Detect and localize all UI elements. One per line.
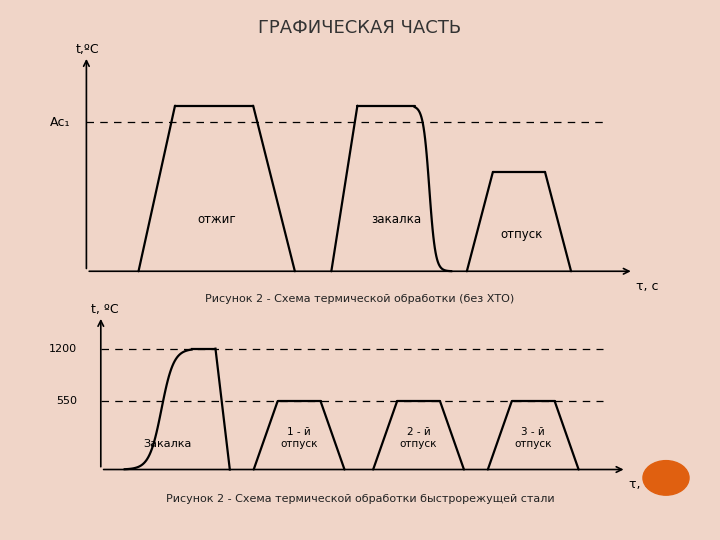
Text: ГРАФИЧЕСКАЯ ЧАСТЬ: ГРАФИЧЕСКАЯ ЧАСТЬ xyxy=(258,19,462,37)
Text: отжиг: отжиг xyxy=(197,213,236,226)
Text: закалка: закалка xyxy=(372,213,421,226)
Text: t, ºC: t, ºC xyxy=(91,303,119,316)
Text: τ, с: τ, с xyxy=(629,478,652,491)
Text: Рисунок 2 - Схема термической обработки (без ХТО): Рисунок 2 - Схема термической обработки … xyxy=(205,294,515,305)
Text: 2 - й
отпуск: 2 - й отпуск xyxy=(400,428,437,449)
Text: Закалка: Закалка xyxy=(143,439,192,449)
Text: τ, с: τ, с xyxy=(636,280,659,293)
Text: 3 - й
отпуск: 3 - й отпуск xyxy=(515,428,552,449)
Text: 1200: 1200 xyxy=(49,344,77,354)
Text: 550: 550 xyxy=(56,396,77,406)
Text: t,ºC: t,ºC xyxy=(76,43,99,56)
Text: отпуск: отпуск xyxy=(500,227,543,240)
Text: Рисунок 2 - Схема термической обработки быстрорежущей стали: Рисунок 2 - Схема термической обработки … xyxy=(166,494,554,504)
Text: 1 - й
отпуск: 1 - й отпуск xyxy=(280,428,318,449)
Text: Aс₁: Aс₁ xyxy=(50,116,71,129)
